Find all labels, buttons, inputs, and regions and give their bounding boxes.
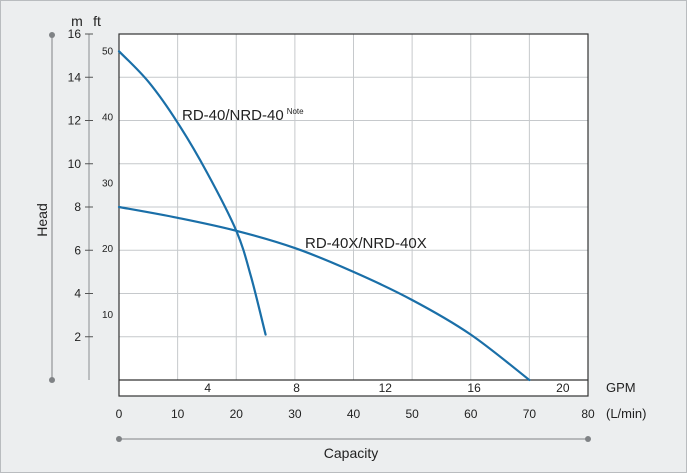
- lmin-tick-label: 60: [464, 407, 478, 421]
- lmin-tick-label: 70: [523, 407, 537, 421]
- head-unit-ft: ft: [93, 13, 101, 29]
- gpm-tick-label: 4: [204, 381, 211, 395]
- m-tick-label: 14: [68, 70, 82, 84]
- gpm-tick-label: 12: [379, 381, 393, 395]
- series-label-rd-40x: RD-40X/NRD-40X: [305, 235, 427, 252]
- ft-tick-label: 30: [102, 178, 114, 189]
- head-axis-bracket-bottom-dot: [49, 377, 55, 383]
- gpm-unit-label: GPM: [606, 380, 636, 395]
- lmin-tick-label: 80: [581, 407, 595, 421]
- head-unit-m: m: [71, 13, 83, 29]
- lmin-tick-label: 10: [171, 407, 185, 421]
- series-label-rd-40: RD-40/NRD-40 Note: [182, 107, 304, 124]
- m-tick-label: 6: [74, 243, 81, 257]
- lmin-tick-label: 30: [288, 407, 302, 421]
- capacity-axis-bracket-right-dot: [585, 436, 591, 442]
- series-line-rd-40x: [117, 205, 531, 382]
- head-axis-bracket-top-dot: [49, 32, 55, 38]
- gpm-strip: [119, 380, 588, 396]
- gpm-tick-label: 20: [556, 381, 570, 395]
- ft-tick-label: 10: [102, 310, 114, 321]
- gpm-tick-label: 8: [293, 381, 300, 395]
- series-line-rd-40: [117, 50, 267, 336]
- m-tick-label: 12: [68, 114, 82, 128]
- m-tick-label: 8: [74, 200, 81, 214]
- ft-tick-label: 50: [102, 46, 114, 57]
- capacity-axis-label: Capacity: [324, 445, 378, 461]
- lmin-tick-label: 40: [347, 407, 361, 421]
- capacity-axis-bracket-left-dot: [116, 436, 122, 442]
- lmin-tick-label: 0: [116, 407, 123, 421]
- grid-lines: [119, 34, 588, 380]
- lmin-unit-label: (L/min): [606, 406, 646, 421]
- m-tick-label: 16: [68, 27, 82, 41]
- ft-tick-label: 20: [102, 244, 114, 255]
- performance-curves: [117, 50, 531, 382]
- gpm-tick-label: 16: [467, 381, 481, 395]
- m-tick-label: 2: [74, 330, 81, 344]
- ft-tick-label: 40: [102, 112, 114, 123]
- lmin-tick-label: 20: [230, 407, 244, 421]
- tick-labels: 2 4 6 8 10 12 14 16 10 20 30 40 50 0 10 20 30 40 50 60 70 80 4…: [68, 27, 595, 421]
- head-axis-label: Head: [34, 203, 50, 236]
- plot-border: [118, 33, 589, 397]
- m-tick-label: 4: [74, 287, 81, 301]
- lmin-tick-label: 50: [405, 407, 419, 421]
- m-tick-label: 10: [68, 157, 82, 171]
